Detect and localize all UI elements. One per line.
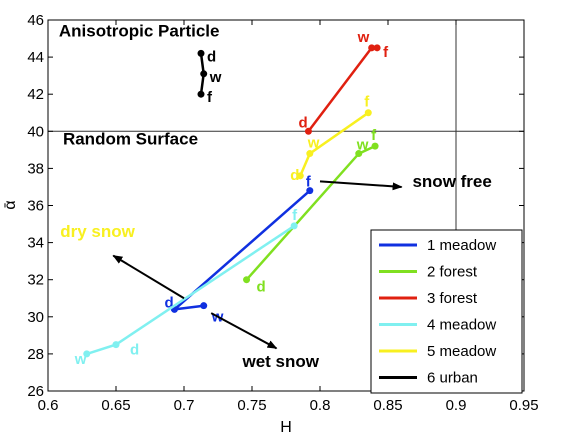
y-tick-label: 32	[27, 272, 44, 289]
point-label: w	[357, 29, 370, 46]
annotation-text: snow free	[412, 172, 491, 191]
data-point	[371, 142, 379, 150]
point-label: f	[371, 127, 377, 144]
legend-label: 3 forest	[427, 290, 478, 307]
series-1-meadow: wdf	[164, 174, 314, 326]
data-point	[112, 341, 120, 349]
data-point	[197, 49, 205, 57]
legend-label: 6 urban	[427, 370, 478, 387]
data-point	[304, 127, 312, 135]
legend-label: 2 forest	[427, 264, 478, 281]
series-6-urban: dwf	[197, 48, 222, 106]
data-point	[373, 44, 381, 52]
legend-box	[370, 229, 523, 394]
data-point	[296, 172, 304, 180]
data-point	[355, 150, 363, 158]
x-axis-title: H	[280, 419, 292, 436]
y-tick-label: 36	[27, 198, 44, 215]
data-point	[290, 222, 298, 230]
y-tick-label: 38	[27, 160, 44, 177]
point-label: f	[383, 44, 389, 61]
data-point	[83, 350, 91, 358]
point-label: d	[207, 48, 216, 65]
series-layer: wdfdwfdwfwdfdwfdwf	[74, 29, 389, 368]
x-tick-label: 0.8	[310, 397, 331, 414]
axes-layer: 0.6 0.65 0.7 0.75 0.8 0.85 0.9 0.95 26 28 30 32 34 36…	[27, 12, 538, 414]
legend-label: 1 meadow	[427, 237, 496, 254]
y-tick-label: 34	[27, 235, 44, 252]
y-tick-label: 42	[27, 86, 44, 103]
data-point	[306, 187, 314, 195]
x-tick-label: 0.6	[38, 397, 59, 414]
data-point	[197, 90, 205, 98]
arrow-layer	[112, 180, 403, 350]
series-5-meadow: dwf	[290, 94, 372, 184]
y-tick-label: 40	[27, 123, 44, 140]
annotation-layer: Anisotropic Particle Random Surface snow f…	[59, 22, 492, 371]
x-tick-label: 0.9	[446, 397, 467, 414]
legend-label: 4 meadow	[427, 317, 496, 334]
series-4-meadow: w d f	[74, 207, 298, 368]
legend-label: 5 meadow	[427, 343, 496, 360]
point-label: f	[207, 89, 213, 106]
point-label: f	[364, 94, 370, 111]
x-tick-label: 0.7	[174, 397, 195, 414]
data-point	[364, 109, 372, 117]
annotation-arrow	[319, 180, 403, 191]
y-tick-label: 26	[27, 383, 44, 400]
series-2-forest: dwf	[243, 127, 379, 296]
x-tick-label: 0.65	[101, 397, 130, 414]
point-label: d	[164, 294, 173, 311]
y-axis-title: ᾱ	[2, 200, 19, 209]
data-point	[368, 44, 376, 52]
y-tick-label: 46	[27, 12, 44, 29]
point-label: d	[130, 342, 139, 359]
data-point	[200, 70, 208, 78]
y-tick-label: 28	[27, 346, 44, 363]
annotation-text: Random Surface	[63, 129, 198, 148]
point-label: w	[356, 137, 369, 154]
data-point	[243, 276, 251, 284]
data-point	[200, 302, 208, 310]
point-label: w	[209, 69, 222, 86]
annotation-text: dry snow	[60, 222, 135, 241]
point-label: w	[307, 135, 320, 152]
point-label: d	[290, 167, 299, 184]
point-label: w	[74, 351, 87, 368]
annotation-text: Anisotropic Particle	[59, 22, 220, 41]
annotation-arrow	[112, 254, 185, 300]
x-tick-label: 0.85	[373, 397, 402, 414]
series-3-forest: dwf	[298, 29, 389, 135]
legend: 1 meadow 2 forest 3 forest 4 meadow 5 meadow…	[370, 229, 523, 394]
y-tick-label: 44	[27, 49, 44, 66]
x-tick-label: 0.95	[509, 397, 538, 414]
y-tick-label: 30	[27, 309, 44, 326]
point-label: d	[298, 114, 307, 131]
x-tick-label: 0.75	[237, 397, 266, 414]
point-label: d	[257, 279, 266, 296]
point-label: f	[306, 174, 312, 191]
annotation-text: wet snow	[241, 352, 319, 371]
annotation-arrow	[210, 312, 278, 350]
data-point	[306, 150, 314, 158]
point-label: f	[292, 207, 298, 224]
